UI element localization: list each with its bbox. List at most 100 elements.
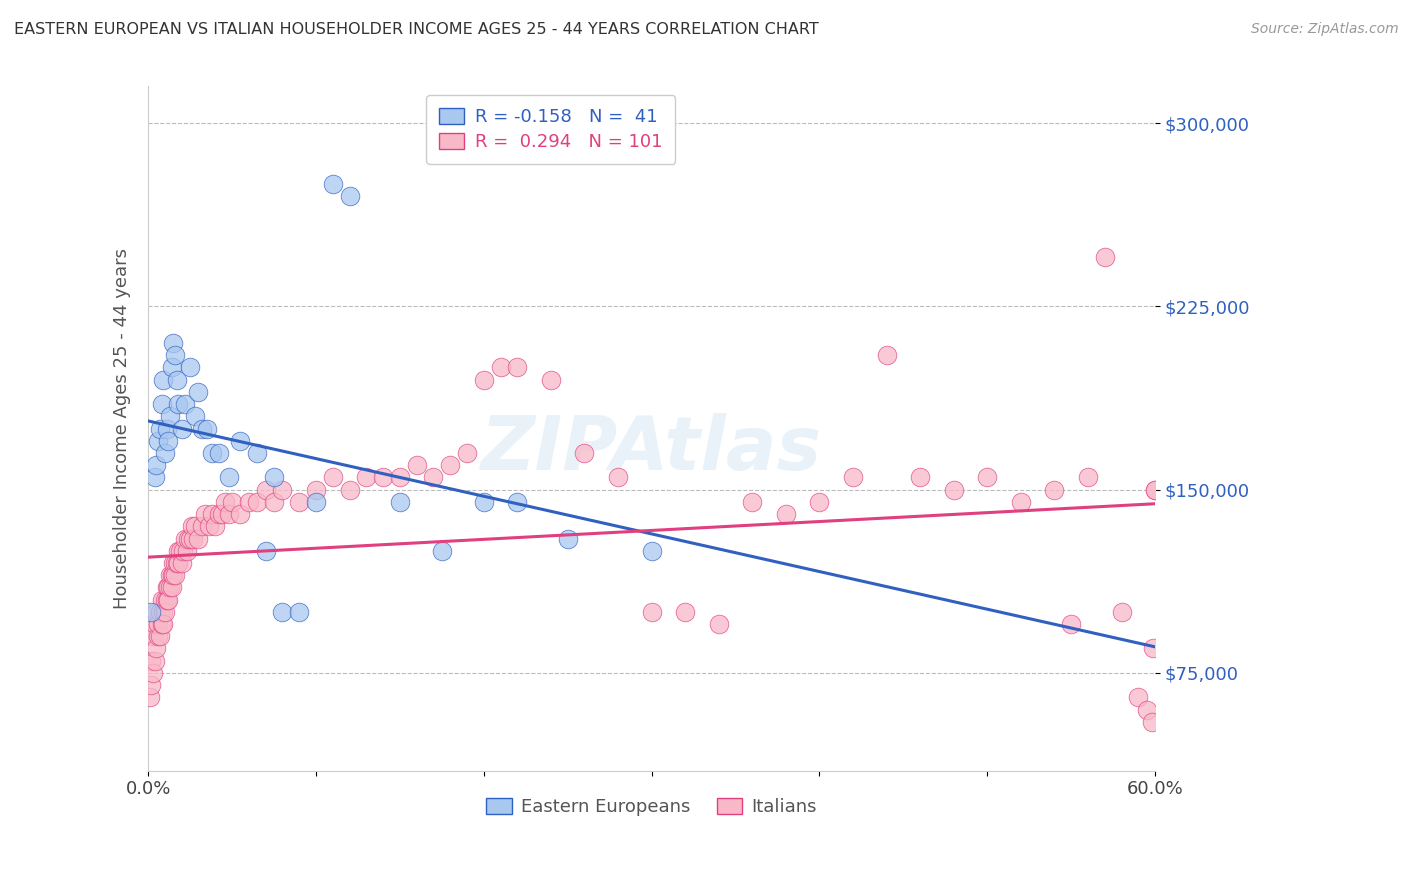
Point — [263, 470, 285, 484]
Point — [163, 556, 186, 570]
Point — [305, 495, 328, 509]
Point — [339, 483, 361, 497]
Point — [166, 556, 188, 570]
Point — [430, 543, 453, 558]
Point — [439, 458, 461, 473]
Point — [557, 532, 579, 546]
Point — [388, 495, 411, 509]
Point — [176, 543, 198, 558]
Point — [160, 581, 183, 595]
Point — [201, 446, 224, 460]
Point — [808, 495, 831, 509]
Point — [1136, 703, 1159, 717]
Point — [775, 507, 797, 521]
Point — [456, 446, 478, 460]
Point — [876, 348, 898, 362]
Point — [246, 446, 269, 460]
Point — [153, 592, 176, 607]
Point — [177, 532, 200, 546]
Point — [149, 605, 172, 619]
Point — [166, 373, 188, 387]
Point — [472, 495, 495, 509]
Point — [143, 654, 166, 668]
Point — [506, 360, 529, 375]
Point — [180, 519, 202, 533]
Point — [174, 532, 197, 546]
Point — [150, 592, 173, 607]
Point — [339, 189, 361, 203]
Text: ZIPAtlas: ZIPAtlas — [481, 413, 823, 485]
Point — [271, 605, 294, 619]
Point — [1043, 483, 1066, 497]
Point — [1094, 251, 1116, 265]
Point — [1111, 605, 1133, 619]
Point — [1060, 617, 1083, 632]
Point — [149, 629, 172, 643]
Point — [238, 495, 260, 509]
Point — [1077, 470, 1099, 484]
Point — [707, 617, 730, 632]
Point — [139, 690, 162, 705]
Point — [322, 177, 344, 191]
Point — [221, 495, 243, 509]
Y-axis label: Householder Income Ages 25 - 44 years: Householder Income Ages 25 - 44 years — [114, 248, 131, 609]
Point — [741, 495, 763, 509]
Text: Source: ZipAtlas.com: Source: ZipAtlas.com — [1251, 22, 1399, 37]
Point — [1010, 495, 1032, 509]
Point — [218, 507, 240, 521]
Point — [141, 654, 163, 668]
Point — [1140, 714, 1163, 729]
Point — [157, 581, 180, 595]
Point — [160, 360, 183, 375]
Point — [149, 421, 172, 435]
Point — [142, 665, 165, 680]
Point — [143, 470, 166, 484]
Point — [201, 507, 224, 521]
Point — [170, 556, 193, 570]
Point — [143, 617, 166, 632]
Point — [218, 470, 240, 484]
Point — [152, 373, 174, 387]
Point — [263, 495, 285, 509]
Point — [146, 617, 169, 632]
Point — [214, 495, 236, 509]
Point — [155, 421, 177, 435]
Point — [172, 543, 194, 558]
Point — [155, 592, 177, 607]
Point — [976, 470, 998, 484]
Point — [489, 360, 512, 375]
Point — [229, 434, 252, 448]
Point — [288, 605, 311, 619]
Point — [152, 605, 174, 619]
Point — [271, 483, 294, 497]
Point — [163, 348, 186, 362]
Point — [141, 605, 163, 619]
Point — [1142, 641, 1164, 656]
Point — [157, 434, 180, 448]
Point — [159, 568, 181, 582]
Point — [195, 421, 218, 435]
Point — [207, 446, 229, 460]
Point — [506, 495, 529, 509]
Point — [1144, 483, 1167, 497]
Point — [179, 360, 201, 375]
Text: EASTERN EUROPEAN VS ITALIAN HOUSEHOLDER INCOME AGES 25 - 44 YEARS CORRELATION CH: EASTERN EUROPEAN VS ITALIAN HOUSEHOLDER … — [14, 22, 818, 37]
Point — [159, 581, 181, 595]
Point — [184, 409, 207, 424]
Point — [141, 678, 163, 692]
Point — [153, 605, 176, 619]
Point — [174, 397, 197, 411]
Point — [322, 470, 344, 484]
Point — [574, 446, 596, 460]
Point — [942, 483, 965, 497]
Point — [162, 336, 184, 351]
Point — [640, 605, 662, 619]
Point — [159, 409, 181, 424]
Point — [211, 507, 233, 521]
Point — [150, 617, 173, 632]
Point — [422, 470, 444, 484]
Point — [356, 470, 378, 484]
Point — [673, 605, 696, 619]
Point — [908, 470, 931, 484]
Point — [142, 629, 165, 643]
